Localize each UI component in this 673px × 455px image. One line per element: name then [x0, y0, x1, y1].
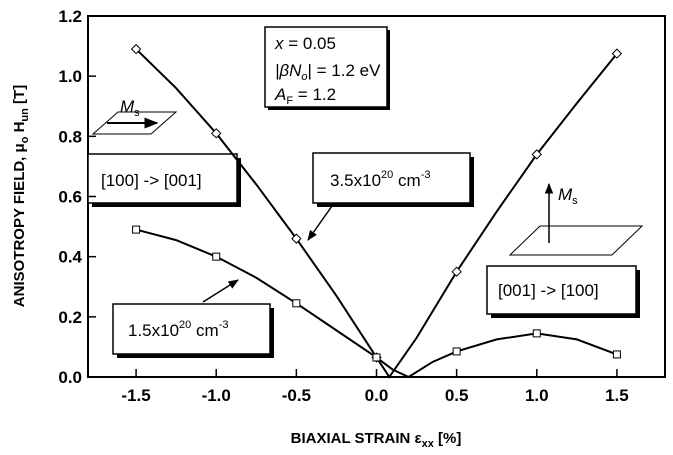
ms-right: Ms — [558, 185, 578, 207]
param-af: AF = 1.2 — [274, 85, 336, 107]
point — [372, 353, 381, 362]
y-tick-label: 0.0 — [58, 368, 82, 387]
label-low: 1.5x1020 cm-3 — [128, 319, 228, 340]
point — [532, 329, 541, 338]
point — [531, 149, 542, 160]
x-tick-label: 0.0 — [365, 386, 389, 405]
param-beta: |βNo| = 1.2 eV — [275, 61, 381, 83]
x-tick-label: 1.5 — [605, 386, 629, 405]
curve — [135, 228, 618, 379]
ms-left: Ms — [120, 97, 140, 119]
in-plane-box: [100] -> [001] Ms — [87, 97, 241, 207]
point — [130, 43, 142, 55]
out-of-plane-box: [001] -> [100] Ms — [486, 182, 644, 318]
x-tick-label: 0.5 — [445, 386, 469, 405]
y-tick-label: 1.0 — [58, 67, 82, 86]
x-tick-label: -1.5 — [121, 386, 150, 405]
in-plane-label: [100] -> [001] — [101, 171, 202, 190]
y-tick-label: 0.8 — [58, 127, 82, 146]
point — [211, 128, 222, 139]
y-tick-label: 0.4 — [58, 248, 82, 267]
y-tick-label: 0.6 — [58, 188, 82, 207]
x-tick-label: -1.0 — [202, 386, 231, 405]
point — [212, 252, 221, 261]
param-x: x = 0.05 — [274, 34, 336, 53]
point — [451, 266, 462, 277]
label-high-box: 3.5x1020 cm-3 — [307, 152, 474, 241]
point — [611, 48, 623, 59]
x-tick-label: 1.0 — [525, 386, 549, 405]
x-axis-label: BIAXIAL STRAIN εxx [%] — [291, 430, 462, 450]
out-of-plane-label: [001] -> [100] — [498, 281, 599, 300]
point — [452, 347, 461, 356]
point — [291, 233, 302, 244]
point — [612, 350, 621, 359]
label-low-box: 1.5x1020 cm-3 — [112, 279, 274, 358]
y-tick-label: 0.2 — [58, 308, 82, 327]
point — [292, 299, 301, 308]
label-high: 3.5x1020 cm-3 — [330, 169, 430, 190]
x-tick-label: -0.5 — [282, 386, 311, 405]
point — [132, 225, 141, 234]
y-tick-label: 1.2 — [58, 7, 82, 26]
parameter-box: x = 0.05 |βNo| = 1.2 eV AF = 1.2 — [264, 26, 390, 110]
y-axis-label: ANISOTROPY FIELD, μo Hun [T] — [11, 85, 31, 307]
curve — [135, 48, 618, 379]
